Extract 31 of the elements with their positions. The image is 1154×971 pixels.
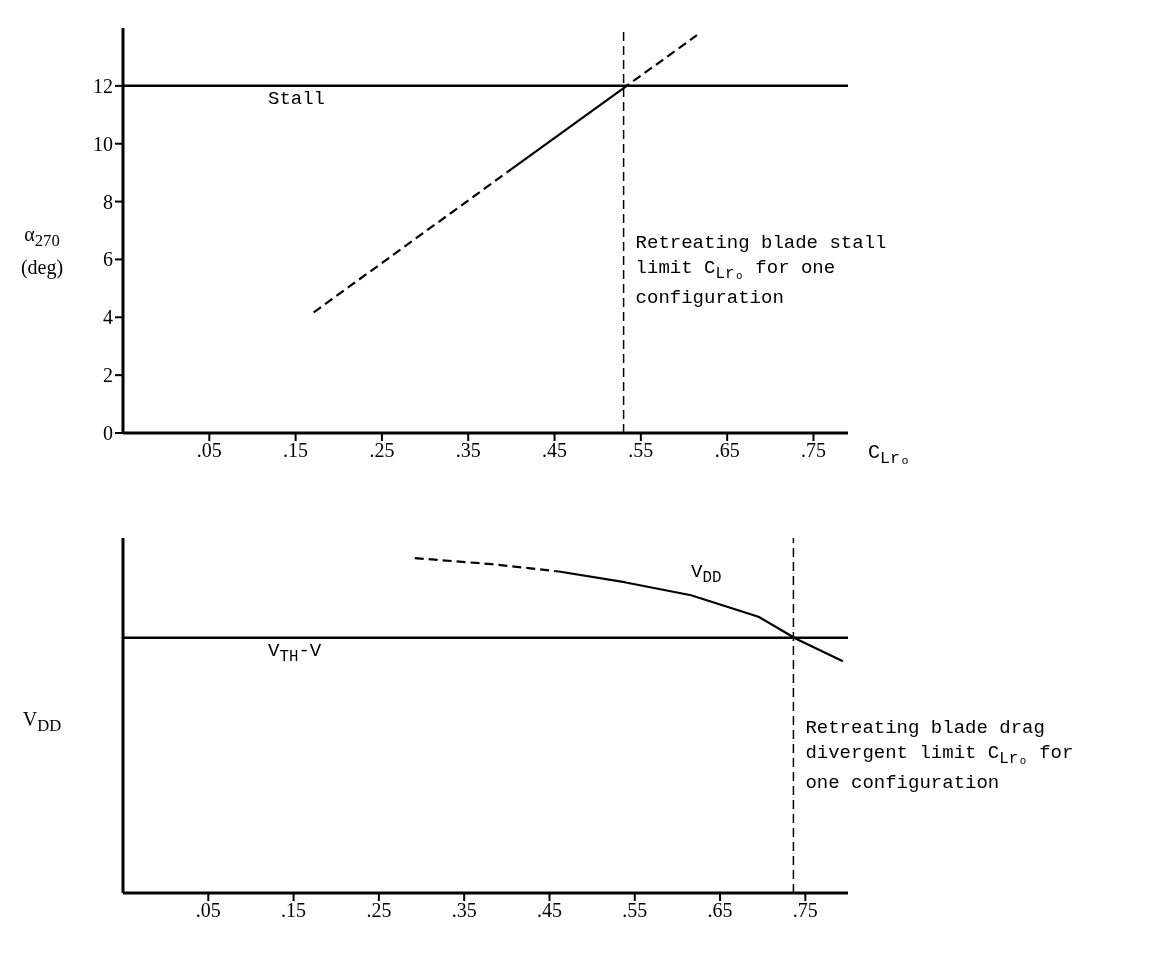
y-tick-label: 12: [93, 74, 113, 97]
series-label: V$_{DD}$: [691, 561, 722, 588]
x-tick-label: .75: [800, 439, 826, 462]
x-tick-label: .25: [369, 439, 395, 462]
y-tick-label: 8: [103, 190, 113, 213]
x-tick-label: .15: [283, 439, 309, 462]
text: Retreating blade drag divergent limit C$_{Lrₒ}$ for one configuration: [805, 716, 1074, 795]
x-tick-label: .65: [714, 439, 740, 462]
x-tick-label: .35: [455, 439, 481, 462]
y-tick-label: 2: [103, 364, 113, 387]
x-tick-label: .55: [628, 439, 654, 462]
y-axis-title: V$_{DD}$: [21, 706, 63, 737]
y-tick-label: 10: [93, 132, 113, 155]
x-tick-label: .45: [542, 439, 568, 462]
x-tick-label: .05: [195, 899, 221, 922]
ref-line-label: Stall: [268, 87, 326, 110]
y-axis-title: α$_{270}$ (deg): [19, 221, 65, 280]
ref-line-label: Retreating blade stall limit C$_{Lrₒ}$ for one configuration: [635, 230, 888, 312]
x-tick-label: .65: [707, 899, 733, 922]
x-tick-label: .25: [366, 899, 392, 922]
x-tick-label: .35: [451, 899, 477, 922]
x-tick-label: .75: [792, 899, 818, 922]
y-tick-label: 4: [103, 306, 113, 329]
ref-line-label: V$_{TH}$-V: [268, 639, 322, 666]
y-tick-label: 6: [103, 248, 113, 271]
x-tick-label: .55: [622, 899, 648, 922]
x-axis-title: C$_{Lrₒ}$: [868, 441, 911, 468]
x-tick-label: .05: [196, 439, 222, 462]
x-tick-label: .15: [281, 899, 307, 922]
y-tick-label: 0: [103, 422, 113, 444]
x-tick-label: .45: [536, 899, 562, 922]
